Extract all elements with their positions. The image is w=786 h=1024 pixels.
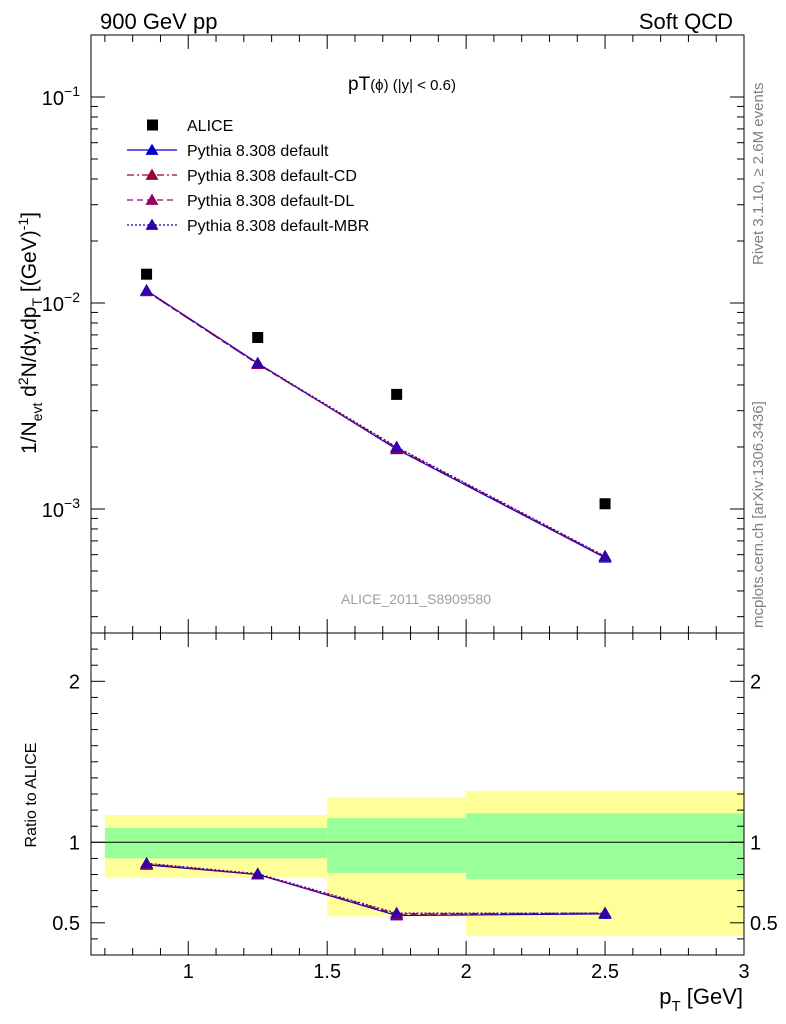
ratio-point xyxy=(598,906,612,919)
x-axis-label: pT [GeV] xyxy=(659,984,743,1015)
mc-point xyxy=(598,549,612,562)
main-series-line xyxy=(146,290,606,558)
main-title: pT(ϕ) (|y| < 0.6) xyxy=(348,74,456,95)
ratio-series-line xyxy=(146,862,606,914)
legend-entry: Pythia 8.308 default-DL xyxy=(187,193,354,210)
mc-point xyxy=(140,283,154,296)
legend-entry: Pythia 8.308 default-CD xyxy=(187,168,357,185)
ratio-band-inner xyxy=(327,818,467,873)
ratio-marks xyxy=(140,856,612,921)
main-series-line xyxy=(146,289,606,559)
data-point-alice xyxy=(252,331,264,343)
ratio-y-tick-label-left: 2 xyxy=(69,671,80,693)
ratio-y-tick-label-left: 0.5 xyxy=(52,913,80,935)
main-y-axis-label: 1/Nevt d2N/dy,dpT [(GeV)-1] xyxy=(15,212,45,454)
data-point-alice xyxy=(391,388,403,400)
x-tick-label: 2.5 xyxy=(591,961,619,983)
legend: ALICE Pythia 8.308 default Pythia 8.308 de… xyxy=(127,118,369,235)
main-series-line xyxy=(146,290,606,558)
main-marks xyxy=(140,268,612,563)
legend-marker-triangle xyxy=(145,218,159,230)
ratio-y-tick-label-right: 0.5 xyxy=(750,913,778,935)
main-panel: pT(ϕ) (|y| < 0.6) ALICE_2011_S8909580 1/… xyxy=(15,34,745,634)
ratio-point xyxy=(140,856,154,869)
rivet-label: Rivet 3.1.10, ≥ 2.6M events xyxy=(750,83,767,266)
main-y-tick-label: 10−1 xyxy=(42,83,80,110)
legend-entry: Pythia 8.308 default-MBR xyxy=(187,218,369,235)
main-y-tick-label: 10−2 xyxy=(42,289,80,316)
x-tick-label: 1.5 xyxy=(313,961,341,983)
mcplots-label: mcplots.cern.ch [arXiv:1306.3436] xyxy=(750,401,767,628)
analysis-label: ALICE_2011_S8909580 xyxy=(341,591,491,607)
main-y-tick-labels: 10−1 10−2 10−3 xyxy=(42,83,80,522)
ratio-point xyxy=(390,906,404,919)
x-tick-label: 2 xyxy=(461,961,472,983)
legend-entry: ALICE xyxy=(187,118,233,135)
x-tick-label: 3 xyxy=(738,961,749,983)
ratio-band-inner xyxy=(466,813,744,880)
legend-marker-triangle xyxy=(145,193,159,205)
main-series-line xyxy=(146,289,606,557)
ratio-y-tick-label-left: 1 xyxy=(69,832,80,854)
x-tick-label: 1 xyxy=(183,961,194,983)
ratio-y-axis-label: Ratio to ALICE xyxy=(23,743,40,848)
legend-marker-square xyxy=(147,119,158,131)
mc-point xyxy=(390,440,404,452)
ratio-ticks xyxy=(91,633,745,955)
ratio-series-line xyxy=(146,863,606,916)
ratio-tick-labels: 0.5 0.5 1 1 2 2 1 1.5 2 2.5 3 xyxy=(52,671,778,983)
ratio-band-inner xyxy=(104,827,328,859)
data-point-alice xyxy=(599,498,611,510)
ratio-y-tick-label-right: 1 xyxy=(750,832,761,854)
main-y-tick-label: 10−3 xyxy=(42,495,80,522)
mc-point xyxy=(251,356,265,369)
data-point-alice xyxy=(141,268,153,280)
legend-marker-triangle xyxy=(145,143,159,155)
ratio-y-tick-label-right: 2 xyxy=(750,671,761,693)
header-right: Soft QCD xyxy=(639,9,733,34)
ratio-frame xyxy=(90,632,745,956)
legend-entry: Pythia 8.308 default xyxy=(187,143,329,160)
ratio-panel: Ratio to ALICE 0.5 0.5 1 1 2 2 1 1.5 2 2.5 3 pT [G… xyxy=(23,632,778,1015)
legend-marker-triangle xyxy=(145,168,159,180)
header-left: 900 GeV pp xyxy=(100,9,217,34)
ratio-point xyxy=(251,867,265,879)
ratio-bands xyxy=(91,790,744,936)
